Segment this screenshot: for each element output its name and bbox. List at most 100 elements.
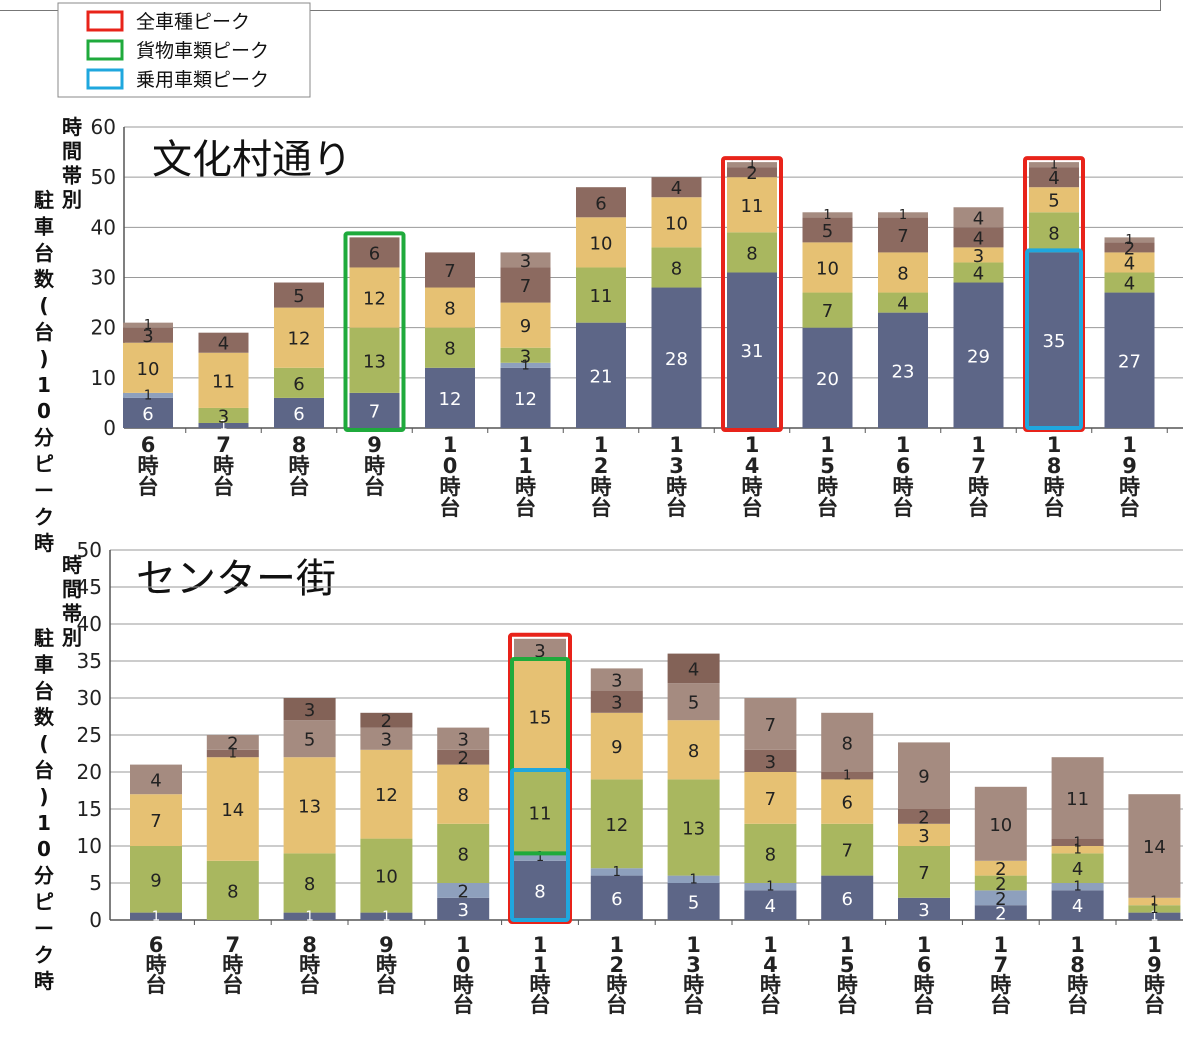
data-label: 6 [369,243,380,264]
bar-segment [437,749,490,765]
data-label: 7 [765,789,776,810]
data-label: 12 [375,785,398,806]
bar-segment [727,272,777,428]
bar-stack: 31 8 11 21 [727,158,777,428]
y-tick-label: 0 [103,416,116,440]
bar-segment [744,883,797,891]
bar-segment [283,853,336,913]
bar-segment [198,422,249,428]
data-label: 23 [892,361,915,382]
data-label: 35 [1043,331,1066,352]
data-label: 3 [520,251,531,272]
data-label: 1 [766,880,774,895]
y-axis-label-char: 台 [34,679,54,703]
data-label: 4 [671,178,682,199]
y-axis-label-char: ) [39,346,48,370]
data-label: 4 [150,770,161,791]
bar-segment [1104,272,1155,293]
bar-stack: 8 14 12 [206,733,259,920]
data-label: 1 [1073,843,1081,858]
bar-segment [425,252,475,288]
data-label: 9 [520,316,531,337]
bar-segment [898,823,950,846]
bar-stack: 1 10 12 32 [360,711,413,924]
bar-segment [437,883,490,898]
bar-segment [974,905,1027,920]
bar-segment [821,779,874,824]
bar-segment [590,875,643,920]
bar-segment [1104,242,1155,253]
bar-segment [576,267,626,323]
bar-segment [283,757,336,854]
bar-segment [198,407,249,423]
data-label: 7 [150,811,161,832]
bar-segment [425,327,475,368]
bar-segment [590,868,643,876]
data-label: 29 [967,346,990,367]
data-label: 5 [1048,191,1059,212]
legend-swatch-freight [86,39,124,61]
y-tick-label: 25 [77,723,102,747]
bar-stack: 12 8 8 7 [425,252,475,428]
data-label: 4 [973,228,984,249]
bar-stack: 111 14 [1128,794,1181,924]
bar-segment [500,362,551,368]
bar-segment [898,809,950,824]
x-tick-label: 9 時台 [364,433,385,499]
data-label: 7 [520,276,531,297]
bar-stack: 13 11 4 [198,332,249,433]
bar-segment [514,661,566,772]
bar-segment [1051,890,1104,920]
bar-segment [1029,167,1079,188]
data-label: 3 [973,246,984,267]
y-tick-label: 50 [91,165,116,189]
bar-segment [349,267,400,328]
bar-segment [667,883,720,920]
x-tick-label: 1 7 時台 [990,933,1011,1017]
data-label: 7 [841,841,852,862]
y-axis-label-char: 台 [34,758,54,782]
peak-highlight-box [510,768,570,922]
bar-segment [360,749,413,839]
y-axis-label-char: 1 [37,811,51,835]
y-axis-label-char: 台 [34,320,54,344]
x-tick-label: 9 時台 [376,933,397,997]
bar-segment [514,853,566,861]
data-label: 2 [995,874,1006,895]
chart-bunkamura-dori: 文化村通り 0102030405060時間帯別駐車台数(台)10分ピーク時611… [34,115,1183,555]
data-label: 4 [218,334,229,355]
y-axis-label-char: 分 [34,864,54,888]
y-tick-label: 35 [77,649,102,673]
bar-segment [349,237,400,268]
bar-segment [425,367,475,428]
x-tick-label: 1 7 時台 [968,433,989,520]
legend-label-passenger: 乗用車類ピーク [136,69,269,91]
data-label: 8 [444,339,455,360]
bar-segment [802,212,853,218]
bar-segment [274,397,324,428]
legend: 全車種ピーク 貨物車類ピーク 乗用車類ピーク [57,2,311,98]
x-tick-label: 1 6 時台 [893,433,914,520]
bar-stack: 6 6 12 5 [274,282,324,428]
bar-segment [500,252,551,268]
bar-segment [727,162,777,168]
chart-center-gai: センター街 05101520253035404550時間帯別駐車台数(台)10分… [34,538,1183,1017]
bar-segment [576,187,626,218]
data-label: 1 [305,909,313,924]
y-tick-label: 10 [77,834,102,858]
bar-segment [283,698,336,721]
y-tick-label: 40 [91,215,116,239]
data-label: 1 [536,850,544,865]
data-label: 14 [1143,837,1166,858]
data-label: 1 [689,872,697,887]
peak-highlight-box [1025,248,1083,430]
y-axis-label-char: 別 [62,188,82,212]
data-label: 2 [457,881,468,902]
y-axis-label-char: ) [39,784,48,808]
y-axis-label-char: 別 [62,626,82,650]
bar-segment [953,282,1004,428]
bar-segment [651,197,702,248]
